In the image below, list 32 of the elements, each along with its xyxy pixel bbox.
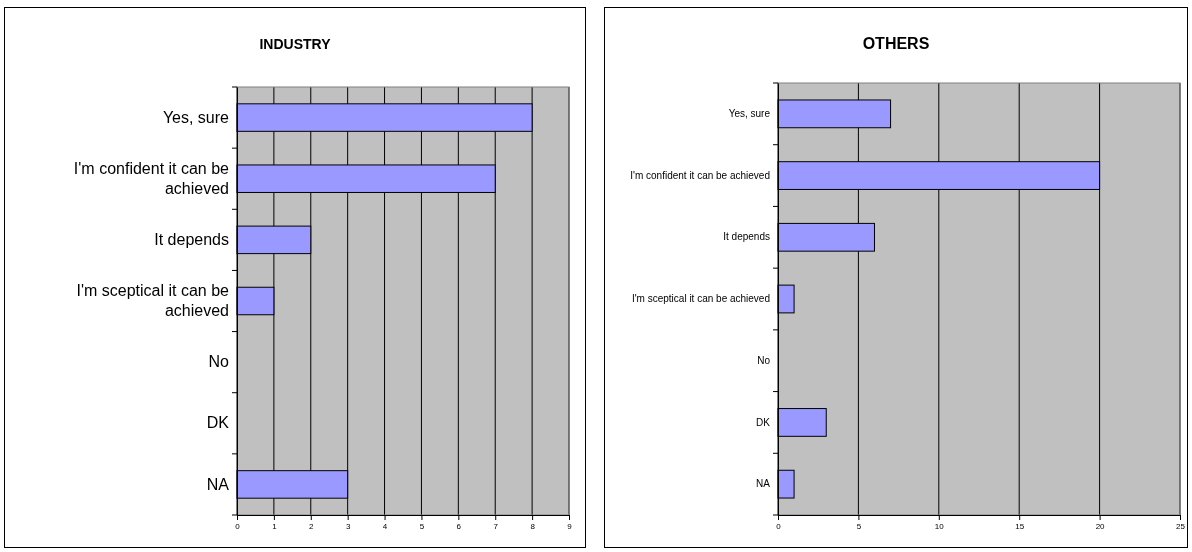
y-tick-label: I'm confident it can be achieved bbox=[73, 159, 230, 197]
y-tick-label: No bbox=[208, 353, 230, 371]
x-tick-label: 1 bbox=[272, 521, 278, 531]
y-tick-label: It depends bbox=[154, 230, 229, 248]
x-tick-label: 7 bbox=[493, 521, 499, 531]
x-tick-label: 6 bbox=[456, 521, 462, 531]
x-tick-label: 2 bbox=[309, 521, 315, 531]
x-tick-label: 15 bbox=[1015, 521, 1025, 531]
y-tick-label: It depends bbox=[723, 231, 770, 243]
y-tick-label: I'm sceptical it can be achieved bbox=[631, 293, 770, 305]
chart-title: OTHERS bbox=[862, 35, 930, 52]
y-tick-label: No bbox=[757, 354, 771, 366]
x-tick-label: 3 bbox=[345, 521, 351, 531]
x-tick-label: 0 bbox=[235, 521, 241, 531]
x-tick-label: 8 bbox=[530, 521, 536, 531]
y-tick-label: I'm confident it can be achieved bbox=[630, 169, 770, 181]
x-tick-label: 10 bbox=[934, 521, 945, 531]
y-tick-label: Yes, sure bbox=[162, 108, 230, 126]
chart-title: INDUSTRY bbox=[259, 36, 332, 52]
x-tick-label: 20 bbox=[1095, 521, 1106, 531]
y-tick-label: DK bbox=[756, 416, 771, 428]
y-tick-label: I'm sceptical it can be achieved bbox=[76, 282, 230, 320]
x-tick-label: 5 bbox=[419, 521, 425, 531]
x-tick-label: 5 bbox=[856, 521, 862, 531]
y-tick-label: NA bbox=[756, 478, 771, 490]
y-tick-label: NA bbox=[206, 475, 230, 493]
x-tick-label: 9 bbox=[567, 521, 573, 531]
x-tick-label: 25 bbox=[1176, 521, 1186, 531]
x-tick-label: 0 bbox=[776, 521, 782, 531]
y-tick-label: DK bbox=[206, 414, 230, 432]
y-tick-label: Yes, sure bbox=[728, 108, 771, 120]
x-tick-label: 4 bbox=[382, 521, 388, 531]
